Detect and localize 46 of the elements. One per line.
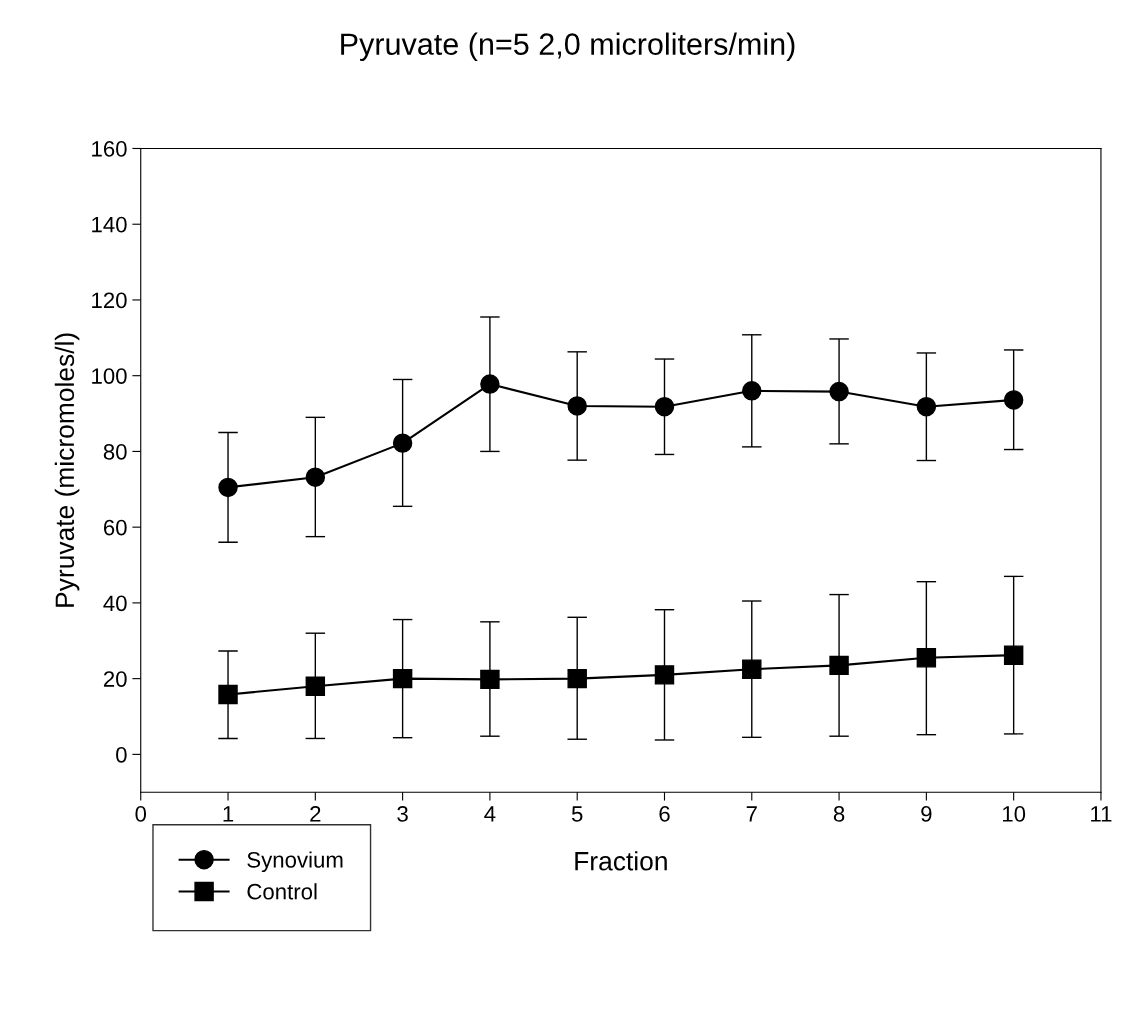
chart-title: Pyruvate (n=5 2,0 microliters/min): [341, 32, 795, 62]
y-tick-label: 100: [92, 368, 127, 384]
x-tick-label: 7: [746, 806, 757, 822]
y-axis-title: Pyruvate (micromoles/l): [54, 333, 80, 607]
point: [567, 396, 587, 416]
y-tick-label: 160: [92, 141, 127, 157]
x-tick-label: 4: [484, 806, 496, 822]
x-tick-label: 6: [659, 806, 670, 822]
legend-label: Control: [247, 883, 317, 900]
point: [305, 467, 326, 487]
point: [916, 648, 937, 668]
point: [1003, 645, 1024, 665]
point: [305, 676, 326, 696]
x-tick-label: 9: [921, 806, 932, 822]
x-tick-label: 2: [310, 806, 321, 822]
point: [480, 669, 500, 690]
point: [829, 381, 849, 402]
legend-label: Synovium: [247, 851, 343, 873]
point: [654, 665, 675, 685]
point: [1003, 390, 1024, 410]
point: [916, 397, 937, 417]
y-tick-label: 0: [116, 746, 127, 763]
x-tick-label: 3: [397, 806, 408, 822]
y-tick-label: 140: [92, 216, 127, 233]
point: [218, 477, 238, 498]
x-tick-label: 11: [1091, 806, 1112, 822]
y-tick-label: 120: [92, 292, 127, 309]
point: [392, 668, 413, 689]
point: [392, 433, 413, 453]
point: [742, 659, 762, 679]
x-tick-label: 8: [833, 806, 845, 822]
y-tick-label: 40: [103, 595, 127, 612]
x-tick-label: 1: [223, 806, 234, 822]
point: [654, 397, 675, 417]
x-tick-label: 0: [135, 806, 147, 822]
y-tick-label: 60: [103, 519, 127, 536]
y-tick-label: 20: [103, 671, 127, 687]
y-tick-label: 80: [103, 443, 127, 460]
point: [742, 381, 762, 401]
point: [218, 684, 238, 705]
point: [567, 668, 587, 689]
x-tick-label: 10: [1002, 806, 1026, 822]
point: [829, 655, 849, 676]
x-tick-label: 5: [571, 806, 583, 822]
x-axis-title: Fraction: [575, 851, 667, 871]
point: [480, 374, 500, 394]
